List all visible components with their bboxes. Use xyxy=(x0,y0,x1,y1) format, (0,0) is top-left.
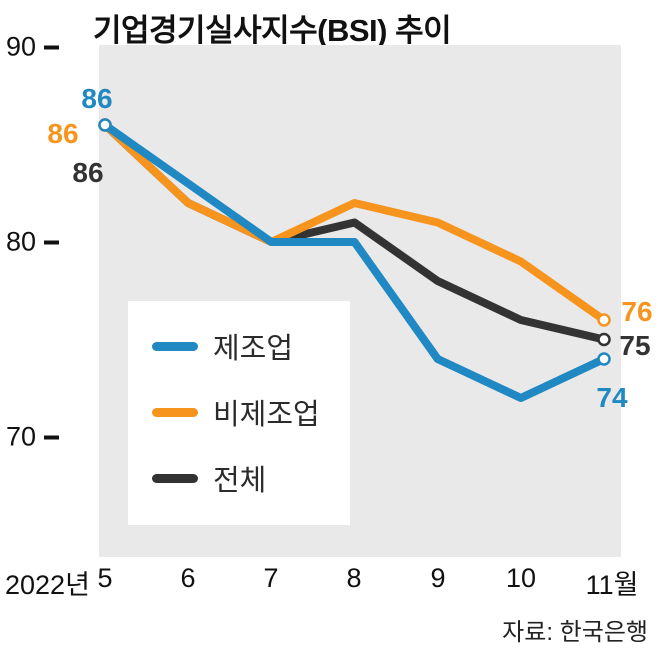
legend-item-manufacturing: 제조업 xyxy=(152,325,320,367)
value-label-end-non-manufacturing: 76 xyxy=(621,296,653,327)
y-axis-tick-70: 70 xyxy=(6,421,60,453)
chart-title: 기업경기실사지수(BSI) 추이 xyxy=(93,13,452,48)
legend: 제조업 비제조업 전체 xyxy=(128,301,350,525)
legend-item-non-manufacturing: 비제조업 xyxy=(152,391,320,433)
x-axis-label-11: 11월 xyxy=(585,570,639,600)
y-axis-label: 70 xyxy=(6,421,37,452)
legend-swatch-total xyxy=(152,473,198,483)
series-line-비제조업 xyxy=(101,121,609,324)
value-label-start-manufacturing: 86 xyxy=(81,83,113,114)
source-caption: 자료: 한국은행 xyxy=(502,619,648,646)
y-axis-label: 80 xyxy=(6,226,37,257)
value-label-end-total: 75 xyxy=(619,330,651,361)
value-label-start-non-manufacturing: 86 xyxy=(47,118,79,149)
legend-swatch-non-manufacturing xyxy=(152,407,198,417)
y-axis-tick-mark xyxy=(44,435,60,439)
legend-swatch-manufacturing xyxy=(152,341,198,351)
x-axis-label-6: 6 xyxy=(180,563,196,593)
value-label-end-manufacturing: 74 xyxy=(596,382,628,413)
data-point-marker xyxy=(597,332,611,347)
y-axis-tick-80: 80 xyxy=(6,226,60,258)
x-axis-label-8: 8 xyxy=(346,563,362,593)
x-axis-label-10: 10 xyxy=(505,563,537,593)
y-axis-tick-mark xyxy=(44,240,60,244)
legend-label: 비제조업 xyxy=(213,399,320,431)
series-line-제조업 xyxy=(101,121,609,402)
x-axis-label-5: 5 xyxy=(97,563,113,593)
x-axis-year-label: 2022년 xyxy=(5,570,90,600)
data-point-marker xyxy=(597,313,611,327)
y-axis-tick-mark xyxy=(44,45,60,49)
legend-label: 제조업 xyxy=(213,333,294,365)
data-point-marker xyxy=(98,118,112,132)
x-axis-label-7: 7 xyxy=(263,563,279,593)
x-axis-label-9: 9 xyxy=(430,563,446,593)
y-axis-tick-90: 90 xyxy=(6,31,60,63)
value-label-start-total: 86 xyxy=(72,157,104,188)
data-point-marker xyxy=(597,352,611,366)
y-axis-label: 90 xyxy=(6,31,37,62)
legend-label: 전체 xyxy=(213,465,267,497)
legend-item-total: 전체 xyxy=(152,457,320,499)
